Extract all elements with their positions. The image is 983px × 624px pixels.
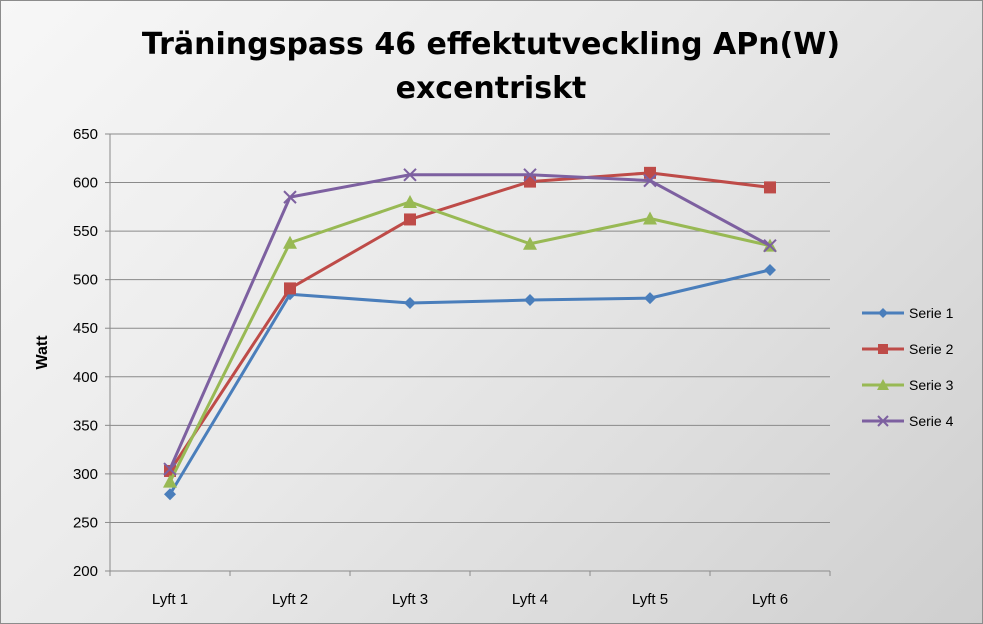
x-tick-label: Lyft 2 bbox=[272, 591, 308, 608]
y-tick-label: 650 bbox=[73, 126, 98, 143]
chart-title-line-2: excentriskt bbox=[395, 71, 587, 106]
data-point bbox=[764, 181, 776, 194]
legend-label: Serie 4 bbox=[909, 413, 954, 429]
legend-label: Serie 2 bbox=[909, 341, 954, 357]
y-tick-label: 250 bbox=[73, 514, 98, 531]
chart-title: Träningspass 46 effektutveckling APn(W) … bbox=[121, 23, 861, 111]
legend-marker bbox=[877, 415, 889, 427]
series-line-4 bbox=[168, 173, 771, 470]
y-axis-label: Watt bbox=[34, 335, 51, 370]
x-tick-label: Lyft 3 bbox=[392, 591, 428, 608]
y-tick-label: 350 bbox=[73, 417, 98, 434]
data-point bbox=[763, 238, 777, 253]
y-tick-label: 600 bbox=[73, 175, 98, 192]
y-tick-label: 200 bbox=[73, 563, 98, 580]
legend-label: Serie 3 bbox=[909, 377, 954, 393]
data-point bbox=[283, 235, 297, 249]
data-point bbox=[403, 168, 417, 182]
x-tick-label: Lyft 6 bbox=[752, 591, 788, 608]
y-tick-label: 450 bbox=[73, 320, 98, 337]
legend-marker bbox=[878, 308, 888, 318]
x-tick-label: Lyft 1 bbox=[152, 591, 188, 608]
data-point bbox=[523, 168, 537, 182]
data-point bbox=[163, 462, 177, 476]
y-tick-label: 550 bbox=[73, 223, 98, 240]
data-point bbox=[523, 236, 537, 250]
y-tick-label: 400 bbox=[73, 369, 98, 386]
y-tick-label: 500 bbox=[73, 272, 98, 289]
data-point bbox=[643, 211, 657, 225]
legend-marker bbox=[878, 344, 888, 354]
data-point bbox=[404, 296, 416, 309]
chart-title-line-1: Träningspass 46 effektutveckling APn(W) bbox=[141, 27, 841, 62]
data-point bbox=[643, 173, 657, 188]
data-point bbox=[403, 194, 417, 208]
data-point bbox=[284, 282, 296, 295]
x-tick-label: Lyft 5 bbox=[632, 591, 668, 608]
y-tick-label: 300 bbox=[73, 466, 98, 483]
series-line-2 bbox=[168, 171, 771, 472]
data-point bbox=[644, 292, 656, 305]
data-point bbox=[283, 190, 297, 204]
x-tick-label: Lyft 4 bbox=[512, 591, 548, 608]
series-line-3 bbox=[168, 200, 771, 483]
data-point bbox=[644, 166, 656, 179]
data-point bbox=[164, 488, 176, 501]
data-point bbox=[404, 213, 416, 226]
data-point bbox=[524, 294, 536, 307]
data-point bbox=[764, 263, 776, 276]
series-line-1 bbox=[168, 268, 771, 496]
legend-label: Serie 1 bbox=[909, 305, 954, 321]
data-point bbox=[163, 474, 177, 488]
legend-marker bbox=[877, 379, 889, 390]
data-point bbox=[524, 175, 536, 188]
